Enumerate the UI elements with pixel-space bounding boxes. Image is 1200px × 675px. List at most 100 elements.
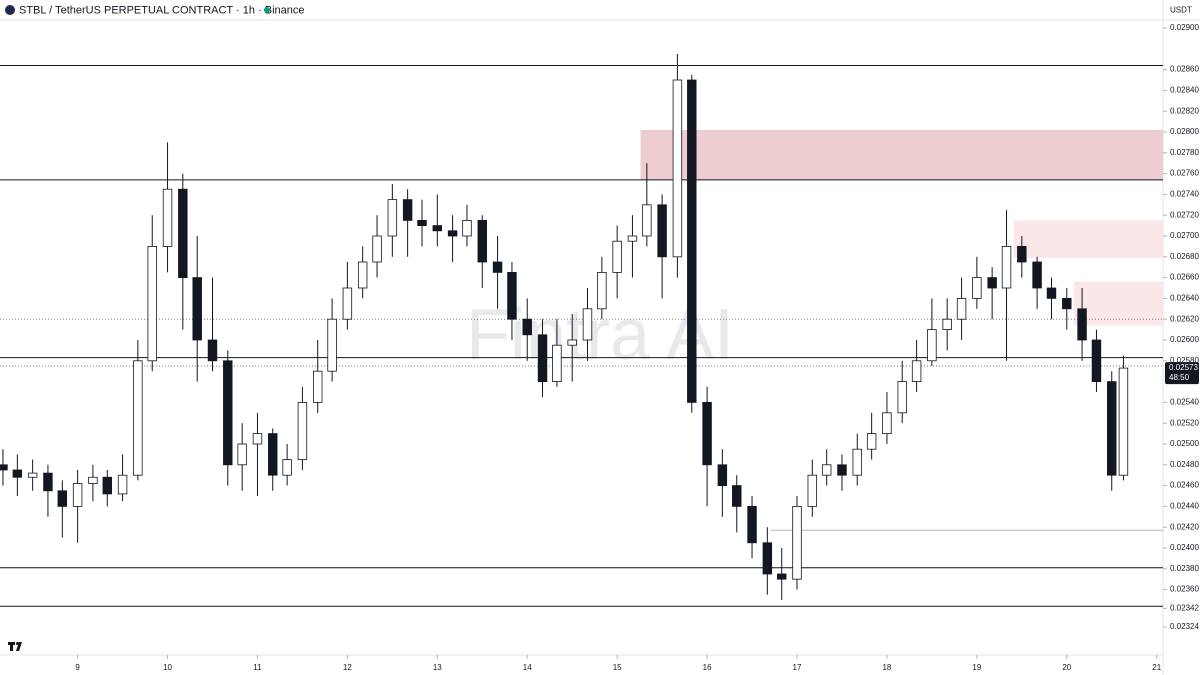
candle-body [402,199,413,221]
x-tick-label: 13 [433,663,442,672]
y-tick-label: 0.02540 [1170,398,1199,407]
candle-body [672,79,683,258]
candle-body [312,370,323,403]
candle-body [387,199,398,237]
zones [640,129,1163,326]
y-tick-label: 0.02380 [1170,564,1199,573]
zone [1073,281,1163,326]
candle-body [12,469,23,478]
y-tick-label: 0.02580 [1170,356,1199,365]
zone [1013,220,1163,258]
logo-dot [16,642,19,645]
candle-body [447,230,458,237]
y-tick-label: 0.02324 [1170,622,1199,631]
candle-body [821,464,832,476]
candle-body [687,79,697,403]
zone [640,129,1163,180]
x-tick-label: 11 [253,663,262,672]
x-tick-label: 9 [75,663,80,672]
candle-body [282,459,292,476]
candle-body [1077,308,1087,341]
candle-body [597,271,607,310]
y-tick-label: 0.02400 [1170,543,1199,552]
candle-body [717,464,728,486]
candle-body [807,474,818,507]
y-tick-label: 0.02660 [1170,273,1199,282]
y-tick-label: 0.02720 [1170,210,1199,219]
x-tick-label: 12 [343,663,352,672]
y-tick-label: 0.02420 [1170,522,1199,531]
candle-body [1062,297,1072,310]
y-tick-label: 0.02900 [1170,23,1199,32]
x-tick-label: 16 [703,663,712,672]
candle-body [777,573,787,580]
x-tick-label: 10 [163,663,172,672]
candle-body [342,287,353,320]
candle-body [268,433,278,476]
y-tick-label: 0.02460 [1170,481,1199,490]
candle-body [582,308,593,341]
y-tick-label: 0.02780 [1170,148,1199,157]
x-tick-label: 17 [793,663,802,672]
candle-body [178,188,188,278]
y-tick-label: 0.02480 [1170,460,1199,469]
last-price-label: 0.02573 [1169,363,1198,372]
candle-body [657,204,667,258]
last-price-box [1165,362,1199,385]
candle-body [956,297,967,320]
y-tick-label: 0.02700 [1170,231,1199,240]
candle-body [57,490,68,507]
candle-body [462,220,472,237]
y-tick-label: 0.02800 [1170,127,1199,136]
candle-body [762,542,773,575]
candle-body [88,476,98,484]
candle-body [642,204,652,237]
candle-body [732,485,742,507]
y-tick-label: 0.02680 [1170,252,1199,261]
y-tick-label: 0.02440 [1170,501,1199,510]
y-tick-label: 0.02360 [1170,585,1199,594]
candle-body [223,360,233,466]
candle-body [43,472,53,492]
candle-body [72,483,83,507]
candle-body [911,360,922,382]
candle-body [1017,245,1027,263]
candle-body [507,271,517,320]
candle-body [552,344,562,382]
candle-body [102,476,112,495]
candle-body [327,318,337,372]
x-tick-label: 15 [613,663,622,672]
x-tick-label: 21 [1152,663,1161,672]
candle-body [162,188,173,247]
candle-body [207,339,218,362]
candle-body [432,225,443,232]
tv-logo [8,642,22,651]
candle-body [133,360,143,476]
candle-body [1091,339,1102,382]
candle-body [147,245,157,362]
candle-body [702,401,712,466]
candle-body [972,277,982,299]
candle-body [627,235,638,242]
candle-body [747,505,757,544]
y-tick-label: 0.02600 [1170,335,1199,344]
x-tick-label: 14 [523,663,532,672]
candle-body [612,240,622,273]
y-tick-label: 0.02820 [1170,106,1199,115]
candle-body [927,329,937,362]
candle-body [237,443,247,466]
y-tick-label: 0.02760 [1170,169,1199,178]
candle-body [297,401,308,460]
candle-body [1046,287,1057,299]
x-tick-label: 18 [882,663,891,672]
logo-mark [8,642,22,651]
candle-body [372,235,382,263]
header-title: STBL / TetherUS PERPETUAL CONTRACT · 1h … [19,4,304,16]
candle-body [1107,381,1117,476]
candle-body [522,318,532,336]
symbol-icon [5,5,15,15]
levels [0,64,1163,607]
candle-body [1118,367,1129,476]
y-tick-label: 0.02840 [1170,86,1199,95]
